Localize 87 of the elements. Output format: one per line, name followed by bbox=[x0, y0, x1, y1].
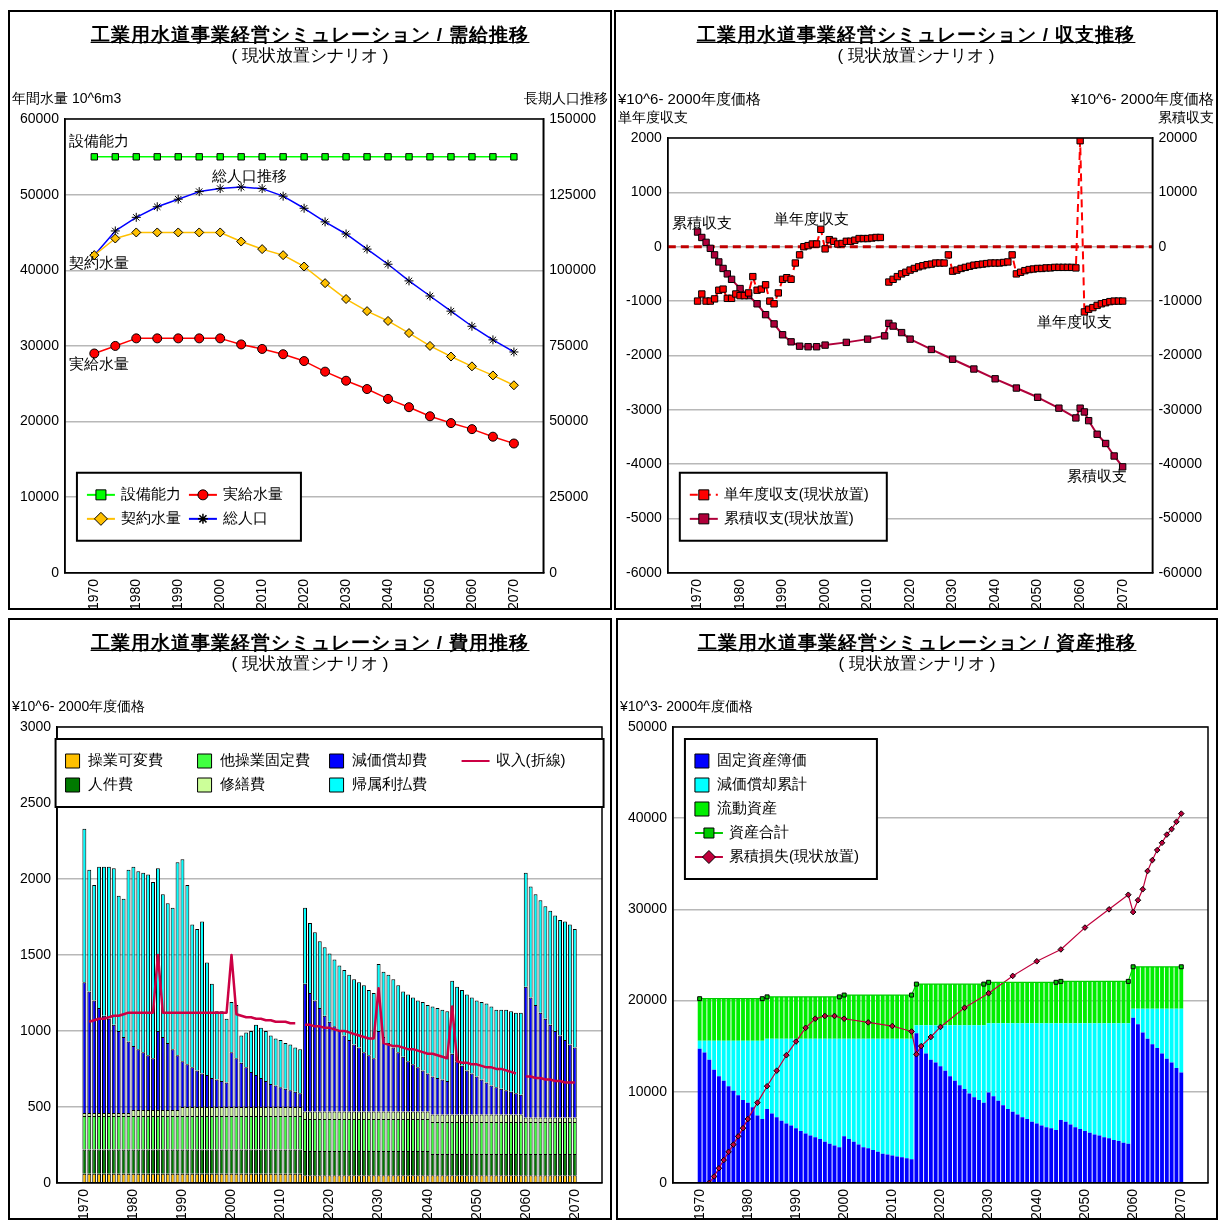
y2-tick-label: 25000 bbox=[549, 488, 589, 505]
legend-label: 固定資産簿価 bbox=[716, 751, 807, 769]
legend-label: 累積収支(現状放置) bbox=[723, 509, 854, 526]
y2-tick-label: -40000 bbox=[1158, 455, 1203, 471]
y2-tick-label: -60000 bbox=[1158, 563, 1203, 580]
legend-label: 流動資産 bbox=[716, 799, 777, 817]
y-tick-label: 0 bbox=[43, 1173, 52, 1190]
annotation: 単年度収支 bbox=[773, 209, 849, 227]
legend-label: 操業可変費 bbox=[87, 751, 163, 769]
y-tick-label: 0 bbox=[51, 563, 60, 580]
legend-label: 累積損失(現状放置) bbox=[728, 847, 859, 865]
y2-axis-title: 長期人口推移 bbox=[524, 90, 608, 106]
y2-tick-label: -10000 bbox=[1158, 291, 1203, 308]
y-axis-title: 単年度収支 bbox=[618, 109, 688, 125]
legend-label: 減価償却費 bbox=[351, 751, 427, 769]
y-tick-label: 1000 bbox=[630, 183, 663, 200]
legend-label: 修繕費 bbox=[219, 775, 265, 793]
legend-label: 実給水量 bbox=[222, 485, 283, 502]
y2-tick-label: 50000 bbox=[549, 412, 589, 429]
y-tick-label: -4000 bbox=[625, 455, 663, 471]
y2-tick-label: 125000 bbox=[549, 185, 597, 202]
text: ¥10^6- 2000年度価格 bbox=[1070, 90, 1214, 108]
y-tick-label: 30000 bbox=[19, 336, 60, 353]
legend-label: 単年度収支(現状放置) bbox=[723, 485, 869, 502]
annotation: 総人口推移 bbox=[211, 167, 288, 185]
legend-label: 設備能力 bbox=[120, 485, 181, 502]
y-tick-label: 0 bbox=[654, 237, 663, 254]
chart-subtitle: ( 現状放置シナリオ ) bbox=[836, 46, 996, 66]
annotation: 契約水量 bbox=[68, 254, 129, 272]
annotation: 単年度収支 bbox=[1037, 312, 1113, 330]
legend-label: 収入(折線) bbox=[495, 751, 566, 769]
y-tick-label: 50000 bbox=[19, 185, 60, 202]
y-tick-label: 1000 bbox=[19, 1021, 52, 1038]
annotation: 累積収支 bbox=[671, 214, 732, 232]
chart-subtitle: ( 現状放置シナリオ ) bbox=[230, 654, 390, 674]
legend-label: 他操業固定費 bbox=[219, 751, 310, 769]
y-tick-label: -3000 bbox=[625, 400, 663, 417]
legend-label: 減価償却累計 bbox=[716, 775, 807, 793]
y-tick-label: 40000 bbox=[19, 261, 60, 278]
annotation: 累積収支 bbox=[1067, 467, 1128, 485]
y2-tick-label: 20000 bbox=[1158, 128, 1198, 145]
y-axis-title: 年間水量 10^6m3 bbox=[12, 90, 122, 106]
y-tick-label: 20000 bbox=[627, 991, 668, 1008]
y-tick-label: 2500 bbox=[19, 793, 52, 810]
y2-axis-title: 累積収支 bbox=[1158, 109, 1214, 125]
y-tick-label: 10000 bbox=[19, 488, 60, 505]
y-tick-label: 0 bbox=[659, 1173, 668, 1190]
legend-label: 帰属利払費 bbox=[351, 775, 427, 793]
chart-subtitle: ( 現状放置シナリオ ) bbox=[230, 46, 390, 66]
annotation: 実給水量 bbox=[68, 355, 129, 373]
y2-tick-label: 75000 bbox=[549, 336, 589, 353]
y-tick-label: -1000 bbox=[625, 291, 663, 308]
text: ¥10^6- 2000年度価格 bbox=[617, 90, 761, 108]
legend-label: 人件費 bbox=[87, 775, 133, 793]
y-tick-label: -5000 bbox=[625, 509, 663, 526]
y-axis-title: ¥10^3- 2000年度価格 bbox=[619, 698, 754, 714]
annotation: 設備能力 bbox=[68, 131, 129, 149]
y2-tick-label: 100000 bbox=[549, 261, 597, 278]
y2-tick-label: 10000 bbox=[1158, 183, 1198, 200]
y2-tick-label: -30000 bbox=[1158, 400, 1203, 417]
chart-title: 工業用水道事業経営シミュレーション / 費用推移 bbox=[89, 632, 531, 654]
y2-tick-label: -50000 bbox=[1158, 509, 1203, 526]
y-tick-label: 10000 bbox=[627, 1082, 668, 1099]
y-tick-label: 40000 bbox=[627, 809, 668, 826]
y-tick-label: 60000 bbox=[19, 109, 60, 126]
legend-label: 契約水量 bbox=[120, 509, 181, 526]
legend-label: 総人口 bbox=[221, 509, 268, 526]
y-tick-label: 2000 bbox=[630, 128, 663, 145]
y2-tick-label: -20000 bbox=[1158, 346, 1203, 363]
y-tick-label: 50000 bbox=[627, 717, 668, 734]
y2-tick-label: 0 bbox=[1158, 237, 1167, 254]
y-axis-title: ¥10^6- 2000年度価格 bbox=[11, 698, 146, 714]
y-tick-label: 500 bbox=[27, 1097, 52, 1114]
y-tick-label: 3000 bbox=[19, 717, 52, 734]
y2-tick-label: 0 bbox=[549, 563, 558, 580]
y-tick-label: 30000 bbox=[627, 900, 668, 917]
y-tick-label: -6000 bbox=[625, 563, 663, 580]
y-tick-label: 1500 bbox=[19, 945, 52, 962]
chart-subtitle: ( 現状放置シナリオ ) bbox=[837, 654, 997, 674]
y-tick-label: -2000 bbox=[625, 346, 663, 363]
y-tick-label: 2000 bbox=[19, 869, 52, 886]
legend-label: 資産合計 bbox=[728, 823, 789, 841]
chart-title: 工業用水道事業経営シミュレーション / 資産推移 bbox=[696, 632, 1138, 654]
y-tick-label: 20000 bbox=[19, 412, 60, 429]
chart-title: 工業用水道事業経営シミュレーション / 需給推移 bbox=[89, 24, 531, 46]
y2-tick-label: 150000 bbox=[549, 109, 597, 126]
chart-title: 工業用水道事業経営シミュレーション / 収支推移 bbox=[695, 24, 1137, 46]
